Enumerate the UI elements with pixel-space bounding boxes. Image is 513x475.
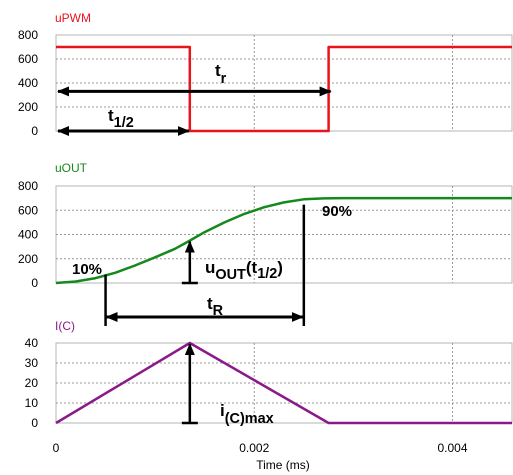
panel-title: uOUT bbox=[55, 161, 88, 175]
x-tick-label: 0.002 bbox=[239, 441, 269, 455]
y-tick-label: 600 bbox=[18, 52, 38, 66]
panel-title: I(C) bbox=[55, 319, 75, 333]
t-r-label-sub: r bbox=[221, 71, 227, 87]
u-out-label-tail-sub: 1/2 bbox=[257, 266, 277, 282]
y-tick-label: 0 bbox=[31, 124, 38, 138]
t-half-label-main: t bbox=[108, 106, 114, 125]
t-half-label: t1/2 bbox=[108, 106, 134, 131]
u-out-label-sub: OUT bbox=[215, 267, 246, 283]
y-tick-label: 800 bbox=[18, 179, 38, 193]
u-out-label: uOUT(t1/2) bbox=[205, 258, 283, 283]
x-tick-label: 0 bbox=[53, 441, 60, 455]
ten-percent-label: 10% bbox=[72, 261, 102, 278]
t-rise-label-main: t bbox=[207, 294, 213, 313]
ninety-percent-label: 90% bbox=[322, 203, 352, 220]
t-r-label-main: t bbox=[215, 61, 221, 80]
series-line bbox=[55, 341, 512, 425]
y-tick-label: 0 bbox=[31, 416, 38, 430]
y-tick-label: 200 bbox=[18, 252, 38, 266]
i-max-label-sub: (C)max bbox=[225, 411, 274, 427]
y-tick-label: 200 bbox=[18, 100, 38, 114]
series-line bbox=[56, 45, 512, 133]
y-tick-label: 800 bbox=[18, 28, 38, 42]
y-tick-label: 40 bbox=[25, 336, 39, 350]
t-rise-label: tR bbox=[207, 294, 224, 319]
t-rise-label-sub: R bbox=[213, 303, 224, 319]
y-tick-label: 600 bbox=[18, 203, 38, 217]
y-tick-label: 400 bbox=[18, 76, 38, 90]
u-out-label-tail: (t bbox=[246, 258, 258, 277]
i-max-label-main: i bbox=[220, 401, 225, 420]
y-tick-label: 400 bbox=[18, 228, 38, 242]
u-out-label-tail-end: ) bbox=[277, 258, 283, 277]
panel-title: uPWM bbox=[55, 11, 91, 25]
y-tick-label: 10 bbox=[25, 396, 39, 410]
y-tick-label: 20 bbox=[25, 376, 39, 390]
y-tick-label: 30 bbox=[25, 356, 39, 370]
u-out-label-main: u bbox=[205, 258, 215, 277]
t-r-label: tr bbox=[215, 61, 227, 87]
t-half-label-sub: 1/2 bbox=[114, 115, 134, 131]
i-max-label: i(C)max bbox=[220, 401, 274, 427]
y-tick-label: 0 bbox=[31, 276, 38, 290]
x-axis-title: Time (ms) bbox=[256, 458, 310, 472]
series-line bbox=[55, 196, 512, 285]
x-tick-label: 0.004 bbox=[438, 441, 468, 455]
